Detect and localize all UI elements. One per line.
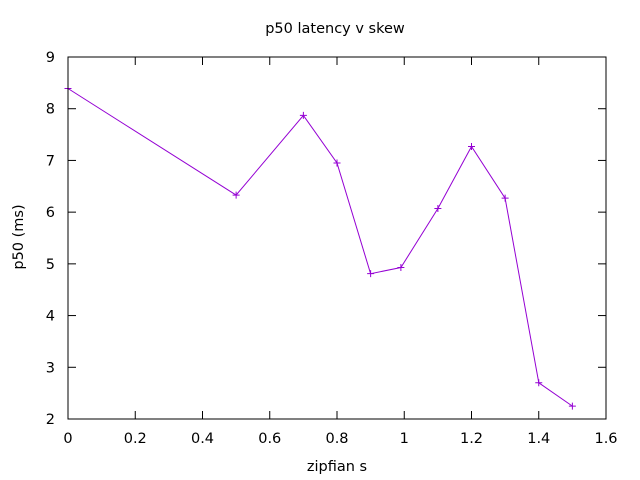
y-tick-label: 6 xyxy=(46,205,55,221)
data-point-marker xyxy=(468,142,475,150)
data-point-marker xyxy=(299,111,307,119)
data-point-marker xyxy=(367,270,375,278)
data-point-marker xyxy=(397,263,405,271)
data-point-marker xyxy=(501,194,509,202)
x-axis-label: zipfian s xyxy=(307,459,367,475)
data-point-marker xyxy=(333,159,341,167)
plot-frame xyxy=(67,56,607,420)
x-tick-label: 0.2 xyxy=(124,431,147,447)
y-tick-label: 3 xyxy=(46,360,55,376)
x-tick-label: 1.2 xyxy=(460,431,483,447)
data-point-marker xyxy=(568,402,576,410)
series-layer xyxy=(64,85,576,410)
y-tick-label: 4 xyxy=(46,309,55,325)
y-tick-label: 8 xyxy=(46,102,55,118)
y-tick-label: 5 xyxy=(46,257,55,273)
x-tick-label: 1 xyxy=(400,431,409,447)
series-line xyxy=(67,88,573,407)
chart-title: p50 latency v skew xyxy=(265,21,405,37)
data-point-marker xyxy=(232,191,240,199)
y-tick-label: 2 xyxy=(46,412,55,428)
x-tick-label: 0 xyxy=(63,431,72,447)
data-point-marker xyxy=(535,379,543,387)
x-tick-label: 1.6 xyxy=(594,431,617,447)
x-tick-label: 0.6 xyxy=(258,431,281,447)
x-tick-label: 0.4 xyxy=(191,431,214,447)
y-axis-label: p50 (ms) xyxy=(11,204,27,269)
y-axis-ticks: 2 3 4 5 6 7 8 9 xyxy=(46,50,606,428)
x-tick-label: 1.4 xyxy=(527,431,550,447)
x-tick-label: 0.8 xyxy=(325,431,348,447)
data-point-marker xyxy=(434,205,442,213)
y-tick-label: 7 xyxy=(46,153,55,169)
y-tick-label: 9 xyxy=(46,50,55,66)
x-axis-ticks: 0 0.2 0.4 0.6 0.8 1 1.2 1.4 1.6 xyxy=(63,57,618,447)
